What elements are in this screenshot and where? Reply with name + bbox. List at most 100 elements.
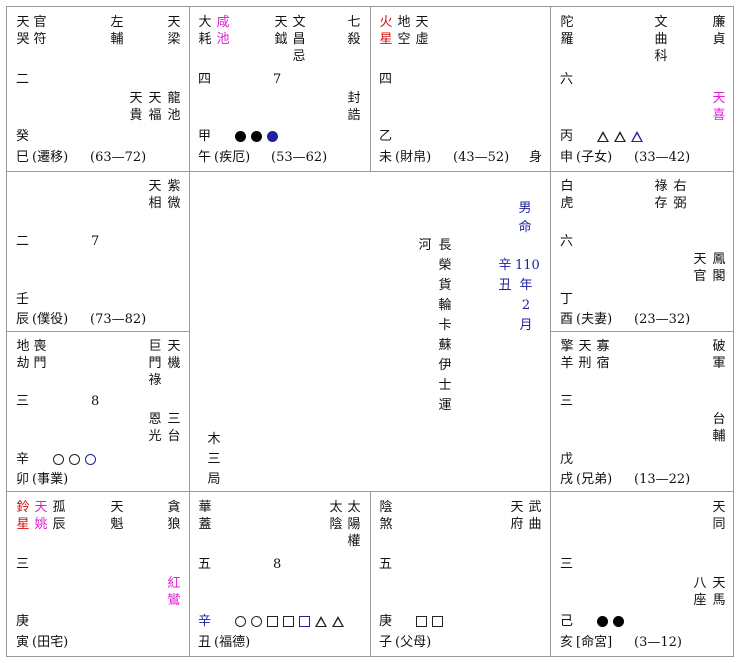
palace-stem: 庚 <box>379 614 393 629</box>
star-huagai: 華蓋 <box>198 500 212 532</box>
star-jumen: 巨門 <box>148 339 162 371</box>
palace-branch: 辰 <box>16 312 30 327</box>
palace-stem: 丙 <box>560 129 574 144</box>
palace-xu[interactable]: 擎羊 天刑 寡宿 破軍 三 台輔 戊 戌 (兄弟) (13—22) <box>550 331 733 491</box>
star-wenqu: 文曲 <box>654 15 668 47</box>
grid-line <box>550 6 551 657</box>
palace-branch: 子 <box>379 635 393 650</box>
bureau-char: 三 <box>207 452 221 467</box>
palace-branch: 巳 <box>16 150 30 165</box>
star-lucun: 祿存 <box>654 179 668 211</box>
palace-branch: 戌 <box>560 472 574 487</box>
palace-wei[interactable]: 火星 地空 天虛 四 乙 未 (財帛) (43—52) 身 <box>370 6 550 171</box>
star-enguang: 恩光 <box>148 412 162 444</box>
palace-branch: 丑 <box>198 635 212 650</box>
palace-name: (田宅) <box>32 635 69 650</box>
filled-circle-marker <box>597 616 608 627</box>
palace-name: (疾厄) <box>214 150 251 165</box>
star-santai: 三台 <box>167 412 181 444</box>
star-ji: 忌 <box>292 49 306 64</box>
star-tiantong: 天同 <box>712 500 726 532</box>
star-dahao: 大耗 <box>198 15 212 47</box>
open-square-marker <box>283 616 294 627</box>
star-quan: 權 <box>347 534 361 549</box>
river-label: 河 <box>418 238 432 253</box>
star-ke: 科 <box>654 49 668 64</box>
name-char: 輪 <box>438 298 452 313</box>
palace-range: (63—72) <box>90 150 147 165</box>
palace-chen[interactable]: 天相 紫微 二 7 壬 辰 (僕役) (73—82) <box>6 171 189 331</box>
filled-circle-marker <box>235 131 246 142</box>
palace-num: 三 <box>16 557 30 572</box>
open-circle-marker <box>235 616 246 627</box>
chart-center: 河 男 命 辛 丑 110 年 2 月 長 榮 貨 輪 卡 蘇 伊 士 運 木 … <box>189 171 550 491</box>
palace-range: (53—62) <box>271 150 328 165</box>
palace-num: 二 <box>16 234 30 249</box>
star-tianji: 天機 <box>167 339 181 371</box>
palace-branch: 酉 <box>560 312 574 327</box>
palace-num: 五 <box>198 557 212 572</box>
star-tuoluo: 陀羅 <box>560 15 574 47</box>
palace-range: (43—52) <box>453 150 510 165</box>
palace-wu[interactable]: 大耗 咸池 天鉞 文昌 忌 七殺 四 7 封誥 甲 午 (疾厄) (53—62) <box>189 6 370 171</box>
palace-stem: 己 <box>560 614 574 629</box>
palace-num: 四 <box>379 72 393 87</box>
palace-shen[interactable]: 陀羅 文曲 科 廉貞 六 天喜 丙 申 (子女) (33—42) <box>550 6 733 171</box>
palace-stem: 庚 <box>16 614 30 629</box>
palace-num: 四 <box>198 72 212 87</box>
palace-hai[interactable]: 天同 三 八座 天馬 己 亥 [命宮] (3—12) <box>550 491 733 656</box>
star-fenggao: 封誥 <box>347 91 361 123</box>
name-char: 榮 <box>438 258 452 273</box>
palace-num: 三 <box>560 557 574 572</box>
star-tiankua: 天哭 <box>16 15 30 47</box>
name-char: 蘇 <box>438 338 452 353</box>
open-circle-marker <box>53 454 64 465</box>
palace-name: (財帛) <box>395 150 432 165</box>
marker-row <box>597 616 629 627</box>
palace-zi[interactable]: 陰煞 天府 武曲 五 庚 子 (父母) <box>370 491 550 656</box>
star-dikong: 地空 <box>397 15 411 47</box>
palace-branch: 申 <box>560 150 574 165</box>
palace-range: (73—82) <box>90 312 147 327</box>
palace-count: 8 <box>273 557 282 572</box>
name-char: 運 <box>438 398 452 413</box>
palace-name: (事業) <box>32 472 69 487</box>
star-lianzhen: 廉貞 <box>712 15 726 47</box>
palace-range: (13—22) <box>634 472 691 487</box>
palace-num: 三 <box>560 394 574 409</box>
palace-name: (遷移) <box>32 150 69 165</box>
palace-stem: 辛 <box>16 452 30 467</box>
open-square-marker-blue <box>299 616 310 627</box>
palace-name: (福德) <box>214 635 251 650</box>
triangle-marker <box>332 616 344 627</box>
star-hongluan: 紅鸞 <box>167 576 181 608</box>
star-wenchang: 文昌 <box>292 15 306 47</box>
palace-mao[interactable]: 地劫 喪門 巨門 祿 天機 三 8 恩光 三台 辛 卯 (事業) <box>6 331 189 491</box>
palace-branch: 未 <box>379 150 393 165</box>
star-taifu: 台輔 <box>712 412 726 444</box>
gender-char: 命 <box>518 220 532 235</box>
open-square-marker <box>432 616 443 627</box>
marker-row <box>53 454 101 465</box>
open-circle-marker <box>69 454 80 465</box>
palace-branch: 寅 <box>16 635 30 650</box>
palace-name: [命宮] <box>576 635 613 650</box>
palace-you[interactable]: 白虎 祿存 右弼 六 天官 鳳閣 丁 酉 (夫妻) (23—32) <box>550 171 733 331</box>
palace-si[interactable]: 天哭 官符 左輔 天梁 二 天貴 天福 龍池 癸 巳 (遷移) (63—72) <box>6 6 189 171</box>
palace-name: (子女) <box>576 150 613 165</box>
month-number: 2 <box>521 298 531 313</box>
marker-row <box>416 616 448 627</box>
palace-chou[interactable]: 華蓋 太陰 太陽 權 五 8 辛 丑 (福德) <box>189 491 370 656</box>
star-youbi: 右弼 <box>673 179 687 211</box>
palace-branch: 亥 <box>560 635 574 650</box>
grid-line <box>6 6 7 657</box>
palace-num: 三 <box>16 394 30 409</box>
name-char: 長 <box>438 238 452 253</box>
year-char: 年 <box>519 278 533 293</box>
palace-yin[interactable]: 鈴星 天姚 孤辰 天魁 貪狼 三 紅鸞 庚 寅 (田宅) <box>6 491 189 656</box>
star-tianxiang: 天相 <box>148 179 162 211</box>
star-baihu: 白虎 <box>560 179 574 211</box>
shen-marker: 身 <box>529 150 543 165</box>
star-tianxu: 天虛 <box>415 15 429 47</box>
